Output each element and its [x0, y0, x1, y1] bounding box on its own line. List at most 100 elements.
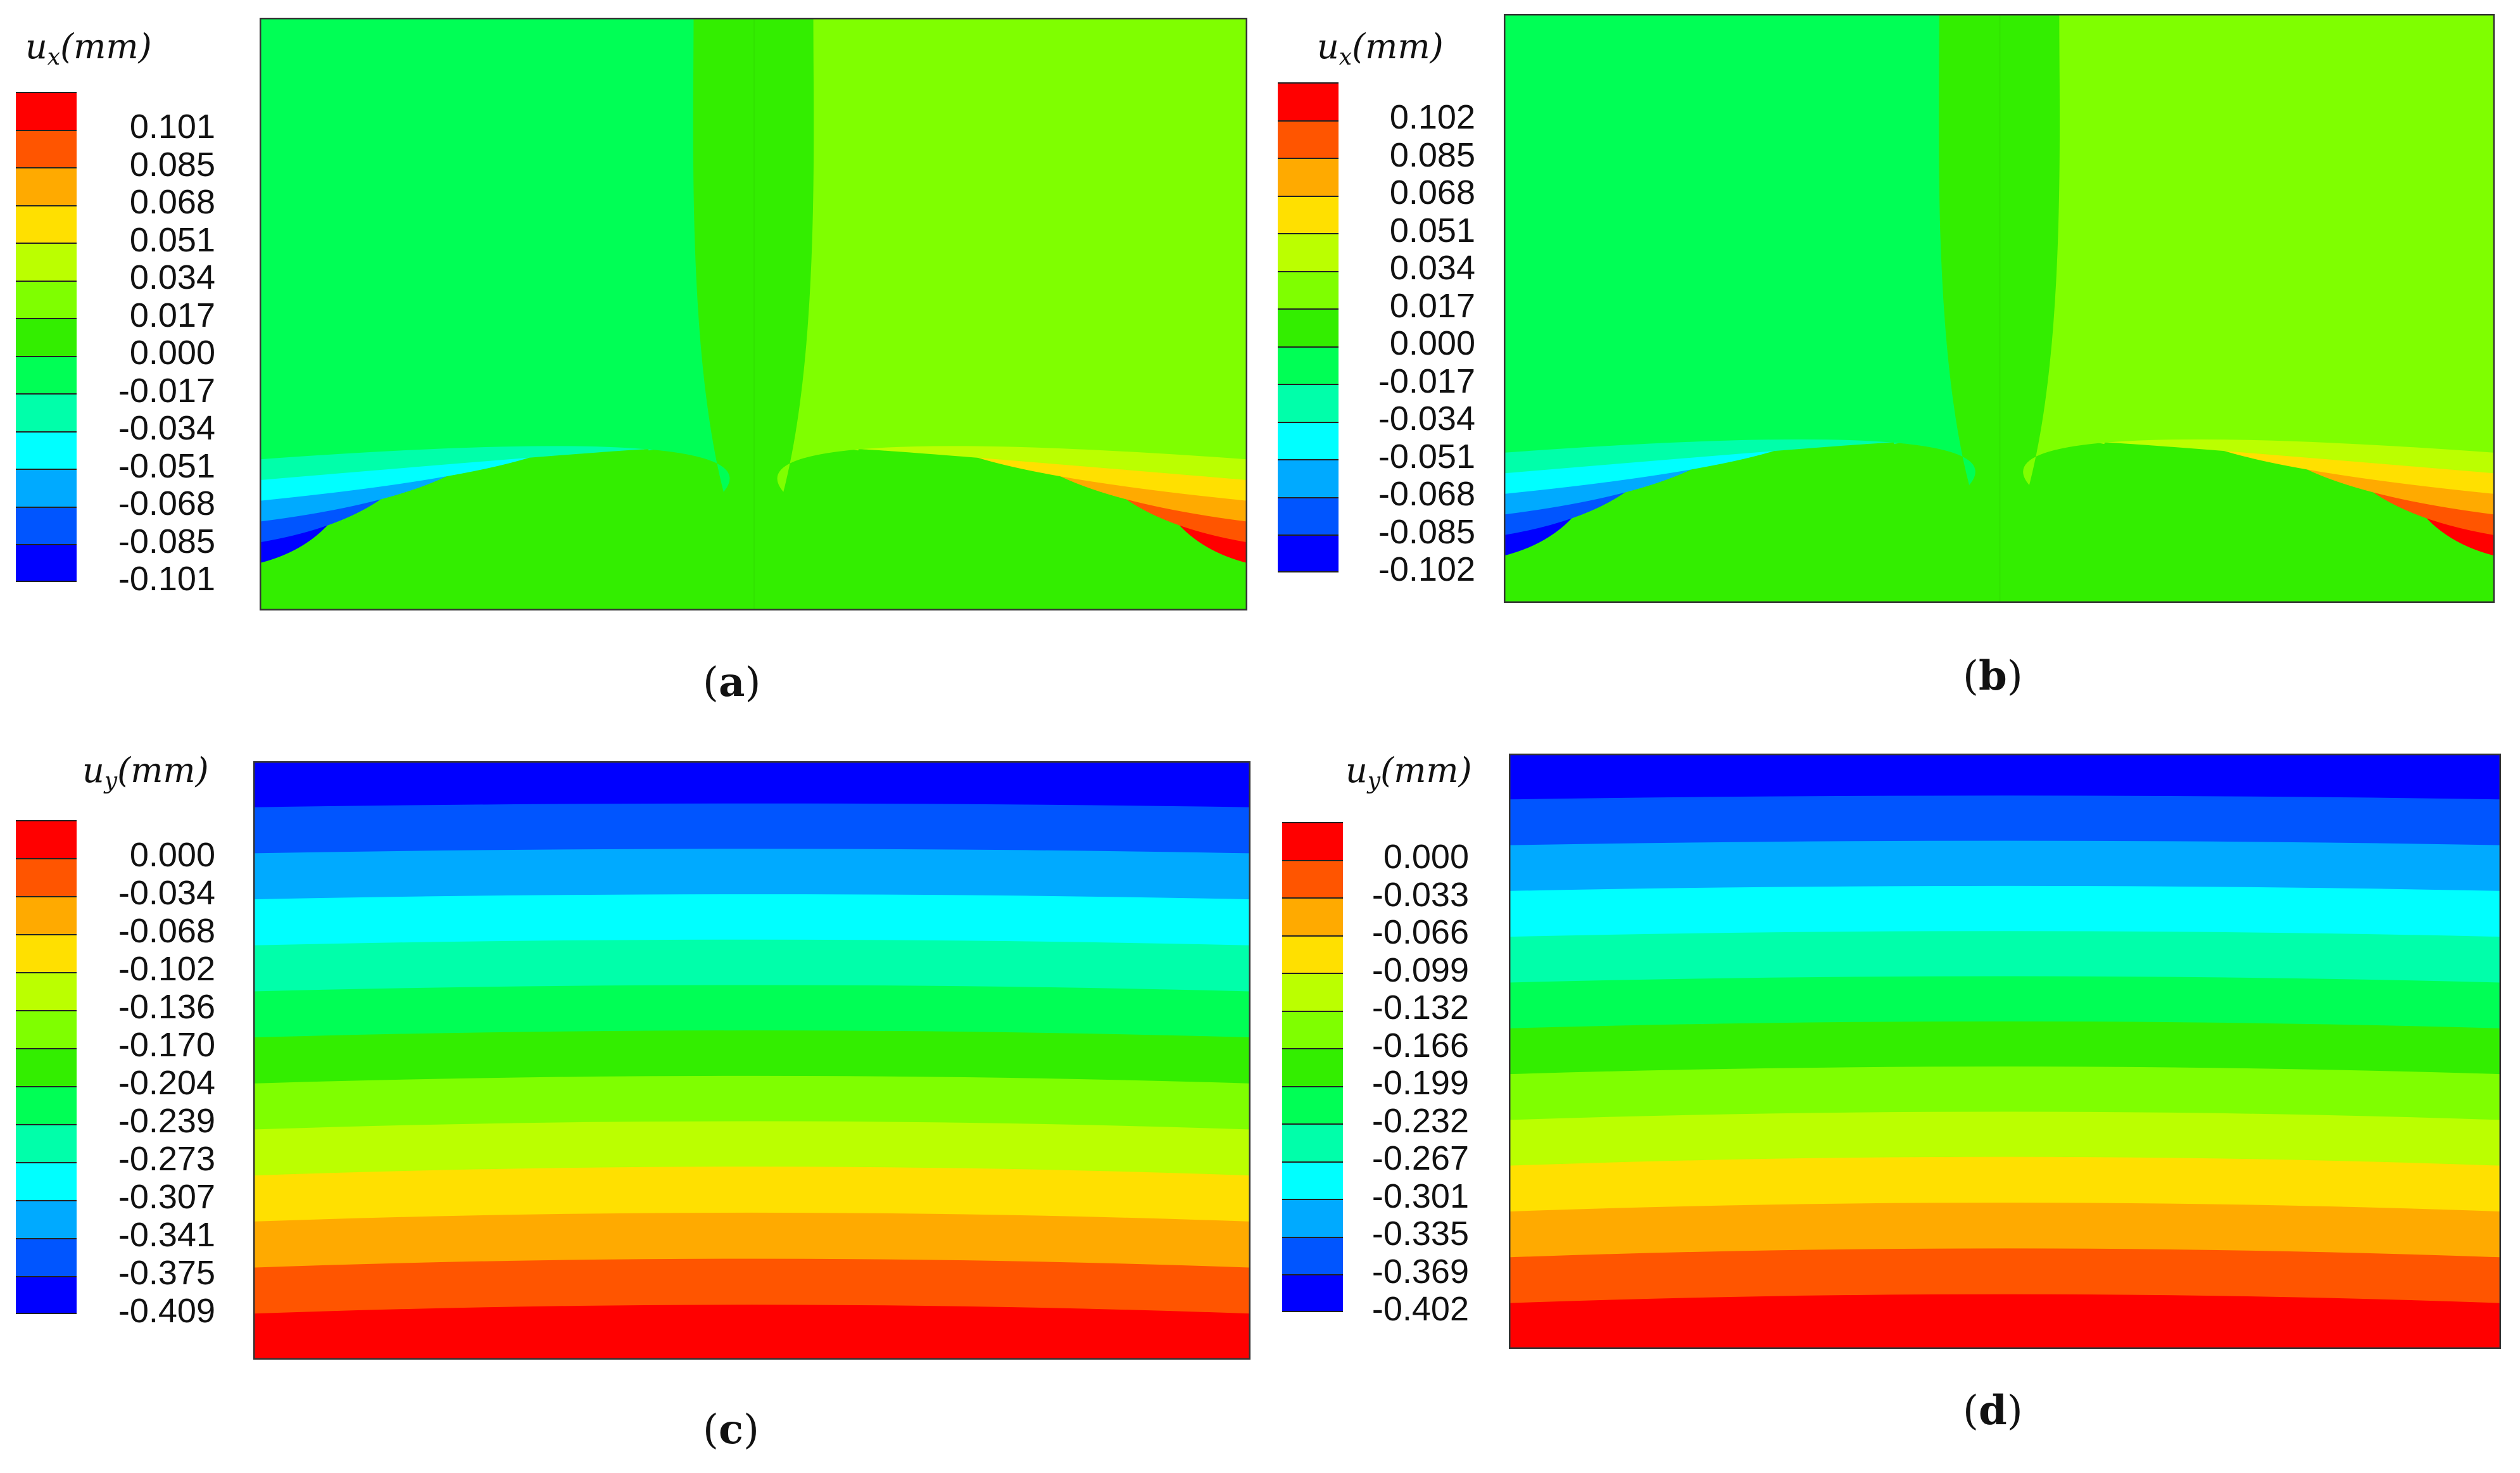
legend-swatch: [16, 934, 77, 972]
legend-symbol: u: [82, 750, 104, 790]
legend-swatch: [16, 1162, 77, 1200]
legend-tick-label: -0.402: [1371, 1290, 1469, 1328]
legend-swatch: [16, 544, 77, 582]
legend-unit: (mm): [1352, 27, 1444, 66]
legend-tick-label: 0.017: [129, 296, 215, 334]
legend-swatch: [16, 858, 77, 896]
legend-tick-label: -0.033: [1371, 875, 1469, 914]
plot-border: [260, 18, 1247, 610]
legend-unit: (mm): [60, 27, 152, 66]
contour-band: [777, 18, 1247, 492]
caption-letter: c: [718, 1406, 743, 1453]
contour-plot-d: [1509, 754, 2501, 1349]
legend-tick-label: -0.170: [118, 1026, 215, 1064]
legend-tick-label: -0.136: [118, 988, 215, 1026]
legend-tick-label: -0.068: [1378, 475, 1475, 513]
legend-tick-label: 0.000: [129, 334, 215, 372]
legend-tick-label: 0.000: [129, 836, 215, 874]
contour-band: [260, 18, 730, 492]
contour-band: [253, 1305, 1251, 1360]
symmetry-line: [753, 18, 755, 610]
legend-tick-label: -0.099: [1371, 951, 1469, 989]
legend-swatch: [1282, 1123, 1343, 1161]
legend-swatch: [1278, 459, 1339, 497]
legend-tick-label: -0.375: [118, 1254, 215, 1292]
legend-swatch: [1282, 1199, 1343, 1237]
legend-title-c: uy(mm): [82, 750, 209, 794]
legend-tick-label: 0.051: [129, 220, 215, 259]
legend-tick-label: 0.102: [1389, 98, 1475, 136]
legend-tick-label: -0.301: [1371, 1177, 1469, 1215]
legend-swatch: [1278, 384, 1339, 422]
legend-swatch: [16, 1276, 77, 1314]
legend-tick-label: 0.051: [1389, 211, 1475, 250]
legend-tick-label: 0.085: [1389, 136, 1475, 174]
legend-tick-label: -0.132: [1371, 989, 1469, 1027]
legend-tick-label: -0.068: [118, 912, 215, 950]
legend-swatch: [1278, 158, 1339, 196]
plot-border: [1509, 754, 2501, 1349]
legend-swatch: [16, 205, 77, 243]
legend-swatch: [1282, 1048, 1343, 1086]
legend-swatch: [1278, 82, 1339, 120]
legend-tick-label: -0.409: [118, 1292, 215, 1330]
legend-swatch: [16, 431, 77, 469]
legend-swatch: [16, 355, 77, 393]
legend-swatch: [1278, 270, 1339, 308]
legend-tick-label: -0.017: [118, 371, 215, 410]
plot-border: [1504, 14, 2495, 603]
legend-tick-label: -0.017: [1378, 362, 1475, 400]
legend-swatch: [1282, 1161, 1343, 1199]
legend-swatch: [16, 1124, 77, 1162]
legend-swatch: [16, 167, 77, 205]
panel-caption-d: (d): [1963, 1387, 2023, 1434]
legend-subscript: y: [1367, 768, 1381, 794]
legend-tick-label: -0.085: [1378, 512, 1475, 551]
contour-svg-b: [1504, 14, 2495, 603]
legend-swatch: [1282, 1085, 1343, 1123]
legend-tick-label: 0.000: [1383, 838, 1469, 876]
legend-swatch: [1282, 973, 1343, 1011]
legend-swatch: [1278, 308, 1339, 346]
legend-swatch: [16, 972, 77, 1010]
legend-subscript: y: [104, 768, 118, 794]
legend-swatch: [16, 243, 77, 281]
contour-band: [2023, 14, 2495, 485]
panel-caption-c: (c): [703, 1406, 759, 1453]
legend-tick-label: -0.101: [118, 560, 215, 598]
legend-swatch: [16, 896, 77, 934]
legend-swatch: [1282, 859, 1343, 897]
legend-swatch: [16, 469, 77, 507]
legend-subscript: x: [47, 44, 61, 70]
legend-symbol: u: [1317, 27, 1339, 66]
legend-swatch: [16, 1086, 77, 1124]
legend-swatch: [1282, 935, 1343, 973]
legend-tick-label: -0.239: [118, 1102, 215, 1140]
legend-swatch: [16, 280, 77, 318]
legend-tick-label: -0.341: [118, 1216, 215, 1254]
legend-swatch: [1278, 496, 1339, 534]
contour-plot-a: [260, 18, 1247, 610]
contour-plot-b: [1504, 14, 2495, 603]
legend-swatch: [1278, 534, 1339, 572]
legend-swatch: [1278, 346, 1339, 384]
panel-caption-b: (b): [1963, 652, 2023, 700]
legend-swatch: [1278, 120, 1339, 158]
legend-tick-label: 0.085: [129, 145, 215, 184]
caption-letter: a: [718, 659, 745, 706]
legend-tick-label: -0.232: [1371, 1101, 1469, 1140]
legend-swatch: [16, 393, 77, 431]
legend-swatch: [16, 1048, 77, 1086]
legend-swatch: [1282, 1010, 1343, 1048]
legend-tick-label: -0.267: [1371, 1139, 1469, 1177]
plot-border: [253, 761, 1251, 1360]
legend-swatch: [16, 1010, 77, 1048]
legend-swatch: [1278, 233, 1339, 271]
panel-caption-a: (a): [703, 659, 761, 706]
legend-tick-label: -0.034: [118, 409, 215, 447]
legend-title-b: ux(mm): [1317, 27, 1444, 70]
legend-tick-label: 0.017: [1389, 286, 1475, 325]
legend-swatch: [16, 129, 77, 167]
legend-swatch: [1282, 1274, 1343, 1312]
legend-tick-label: 0.000: [1389, 324, 1475, 362]
